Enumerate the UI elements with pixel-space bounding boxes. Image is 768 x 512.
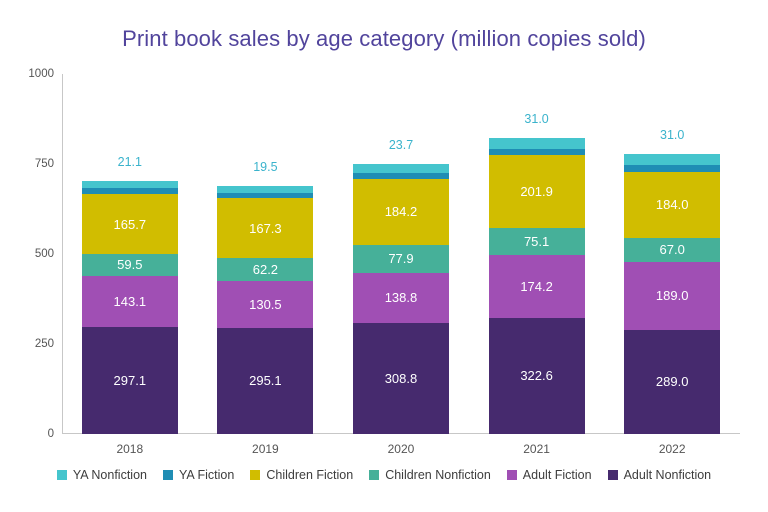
bar-segment-label: 130.5: [249, 296, 282, 312]
bar-group[interactable]: 322.6 174.2 75.1 201.9 31.0 2021: [469, 74, 605, 456]
y-axis-line: [62, 74, 63, 434]
bar-stack[interactable]: 308.8 138.8 77.9 184.2: [352, 164, 449, 434]
bar-segment-label: 308.8: [384, 370, 418, 386]
bar-segment-label: 59.5: [117, 257, 143, 273]
bar-stack[interactable]: 295.1 130.5 62.2 167.3: [217, 186, 314, 434]
legend-label: Adult Fiction: [522, 468, 592, 482]
legend-label: Children Nonfiction: [385, 468, 491, 482]
bar-total-label: 21.1: [117, 154, 142, 169]
bar-segment-label: 167.3: [249, 220, 282, 236]
bar-segment-label: 184.0: [655, 197, 689, 213]
bar-group[interactable]: 297.1 143.1 59.5 165.7 21.1 2018: [62, 74, 198, 456]
bar-segment-label: 75.1: [523, 234, 550, 250]
bar-stack[interactable]: 297.1 143.1 59.5 165.7: [81, 180, 178, 434]
bar-segment-label: 184.2: [384, 204, 418, 220]
x-axis-tick-label: 2022: [658, 442, 686, 456]
bar-segment-label: 138.8: [384, 290, 418, 306]
bar-segment[interactable]: 174.2: [488, 255, 585, 318]
bar-segment[interactable]: 67.0: [624, 237, 721, 262]
bars-layer: 297.1 143.1 59.5 165.7 21.1 2018 295.1 130.5 62.…: [62, 74, 740, 456]
bar-segment[interactable]: 143.1: [81, 275, 178, 328]
legend-swatch-icon: [607, 470, 618, 480]
bar-total-label: 19.5: [253, 160, 278, 175]
bar-segment[interactable]: [352, 164, 449, 173]
bar-segment-label: 62.2: [252, 262, 279, 278]
bar-segment[interactable]: [488, 138, 585, 150]
bar-segment[interactable]: 77.9: [352, 244, 449, 273]
bar-segment-label: 297.1: [113, 373, 147, 389]
legend-item[interactable]: YA Nonfiction: [56, 468, 147, 482]
bar-segment-label: 143.1: [113, 293, 147, 309]
bar-segment-label: 289.0: [655, 374, 689, 390]
bar-segment[interactable]: [217, 193, 314, 199]
bar-segment[interactable]: [81, 180, 178, 189]
y-axis-tick-label: 500: [34, 248, 54, 260]
bar-segment[interactable]: 189.0: [624, 261, 721, 330]
bar-segment[interactable]: 59.5: [81, 254, 178, 276]
bar-segment-label: 67.0: [659, 242, 685, 258]
legend-label: YA Nonfiction: [72, 468, 147, 482]
y-axis-tick-label: 250: [34, 338, 54, 350]
chart-title: Print book sales by age category (millio…: [122, 26, 646, 51]
bar-segment[interactable]: 184.2: [352, 178, 449, 245]
bar-segment[interactable]: 297.1: [81, 327, 178, 434]
legend-label: Adult Nonfiction: [623, 468, 712, 482]
bar-segment[interactable]: 322.6: [488, 317, 585, 434]
bar-group[interactable]: 295.1 130.5 62.2 167.3 19.5 2019: [198, 74, 334, 456]
legend-item[interactable]: Adult Fiction: [506, 468, 592, 482]
bar-segment[interactable]: 138.8: [352, 272, 449, 323]
bar-stack[interactable]: 322.6 174.2 75.1 201.9: [488, 138, 585, 434]
bar-segment[interactable]: 295.1: [217, 327, 314, 434]
bar-segment[interactable]: [352, 172, 449, 179]
bar-segment[interactable]: 201.9: [488, 155, 585, 229]
legend-swatch-icon: [506, 470, 517, 480]
bar-segment[interactable]: [81, 188, 178, 195]
x-axis-tick-label: 2020: [387, 442, 415, 456]
chart-legend: YA Nonfiction YA Fiction Children Fiction C…: [0, 468, 768, 482]
y-axis-tick-label: 1000: [28, 68, 54, 80]
legend-item[interactable]: Children Nonfiction: [369, 468, 491, 482]
bar-segment[interactable]: 167.3: [217, 198, 314, 259]
legend-swatch-icon: [56, 470, 67, 480]
y-axis-tick-label: 750: [34, 158, 54, 170]
bar-segment-label: 322.6: [520, 368, 553, 384]
bar-segment-label: 189.0: [655, 288, 689, 304]
bar-segment-label: 165.7: [113, 216, 147, 232]
bar-segment[interactable]: [488, 149, 585, 156]
bar-segment[interactable]: 184.0: [624, 171, 721, 238]
bar-segment[interactable]: [217, 186, 314, 194]
bar-segment-label: 174.2: [520, 279, 553, 295]
x-axis-tick-label: 2019: [252, 442, 279, 456]
bar-segment-label: 77.9: [388, 251, 414, 267]
legend-item[interactable]: Adult Nonfiction: [607, 468, 712, 482]
bar-segment[interactable]: [624, 154, 721, 166]
legend-item[interactable]: Children Fiction: [250, 468, 353, 482]
bar-total-label: 31.0: [524, 112, 549, 127]
y-axis-tick-label: 0: [47, 428, 54, 440]
bar-segment[interactable]: 130.5: [217, 280, 314, 328]
bar-stack[interactable]: 289.0 189.0 67.0 184.0: [624, 154, 721, 434]
bar-group[interactable]: 308.8 138.8 77.9 184.2 23.7 2020: [333, 74, 469, 456]
plot-area: 0 250 500 750 1000 297.1 143.1 59.5 165.7 21.1 20…: [28, 68, 740, 456]
legend-item[interactable]: YA Fiction: [162, 468, 235, 482]
bar-segment[interactable]: 289.0: [624, 329, 721, 434]
legend-swatch-icon: [162, 470, 173, 480]
legend-swatch-icon: [369, 470, 380, 480]
bar-group[interactable]: 289.0 189.0 67.0 184.0 31.0 2022: [604, 74, 740, 456]
bar-segment-label: 295.1: [249, 373, 282, 389]
bar-segment-label: 201.9: [520, 184, 553, 200]
bar-segment[interactable]: 165.7: [81, 194, 178, 255]
bar-segment[interactable]: 75.1: [488, 228, 585, 256]
bar-segment[interactable]: [624, 165, 721, 172]
legend-label: YA Fiction: [178, 468, 235, 482]
bar-total-label: 31.0: [660, 128, 685, 143]
legend-label: Children Fiction: [266, 468, 354, 482]
bar-total-label: 23.7: [388, 138, 414, 153]
x-axis-tick-label: 2021: [523, 442, 550, 456]
x-axis-tick-label: 2018: [116, 442, 144, 456]
bar-segment[interactable]: 62.2: [217, 258, 314, 281]
legend-swatch-icon: [250, 470, 261, 480]
bar-segment[interactable]: 308.8: [352, 322, 449, 434]
